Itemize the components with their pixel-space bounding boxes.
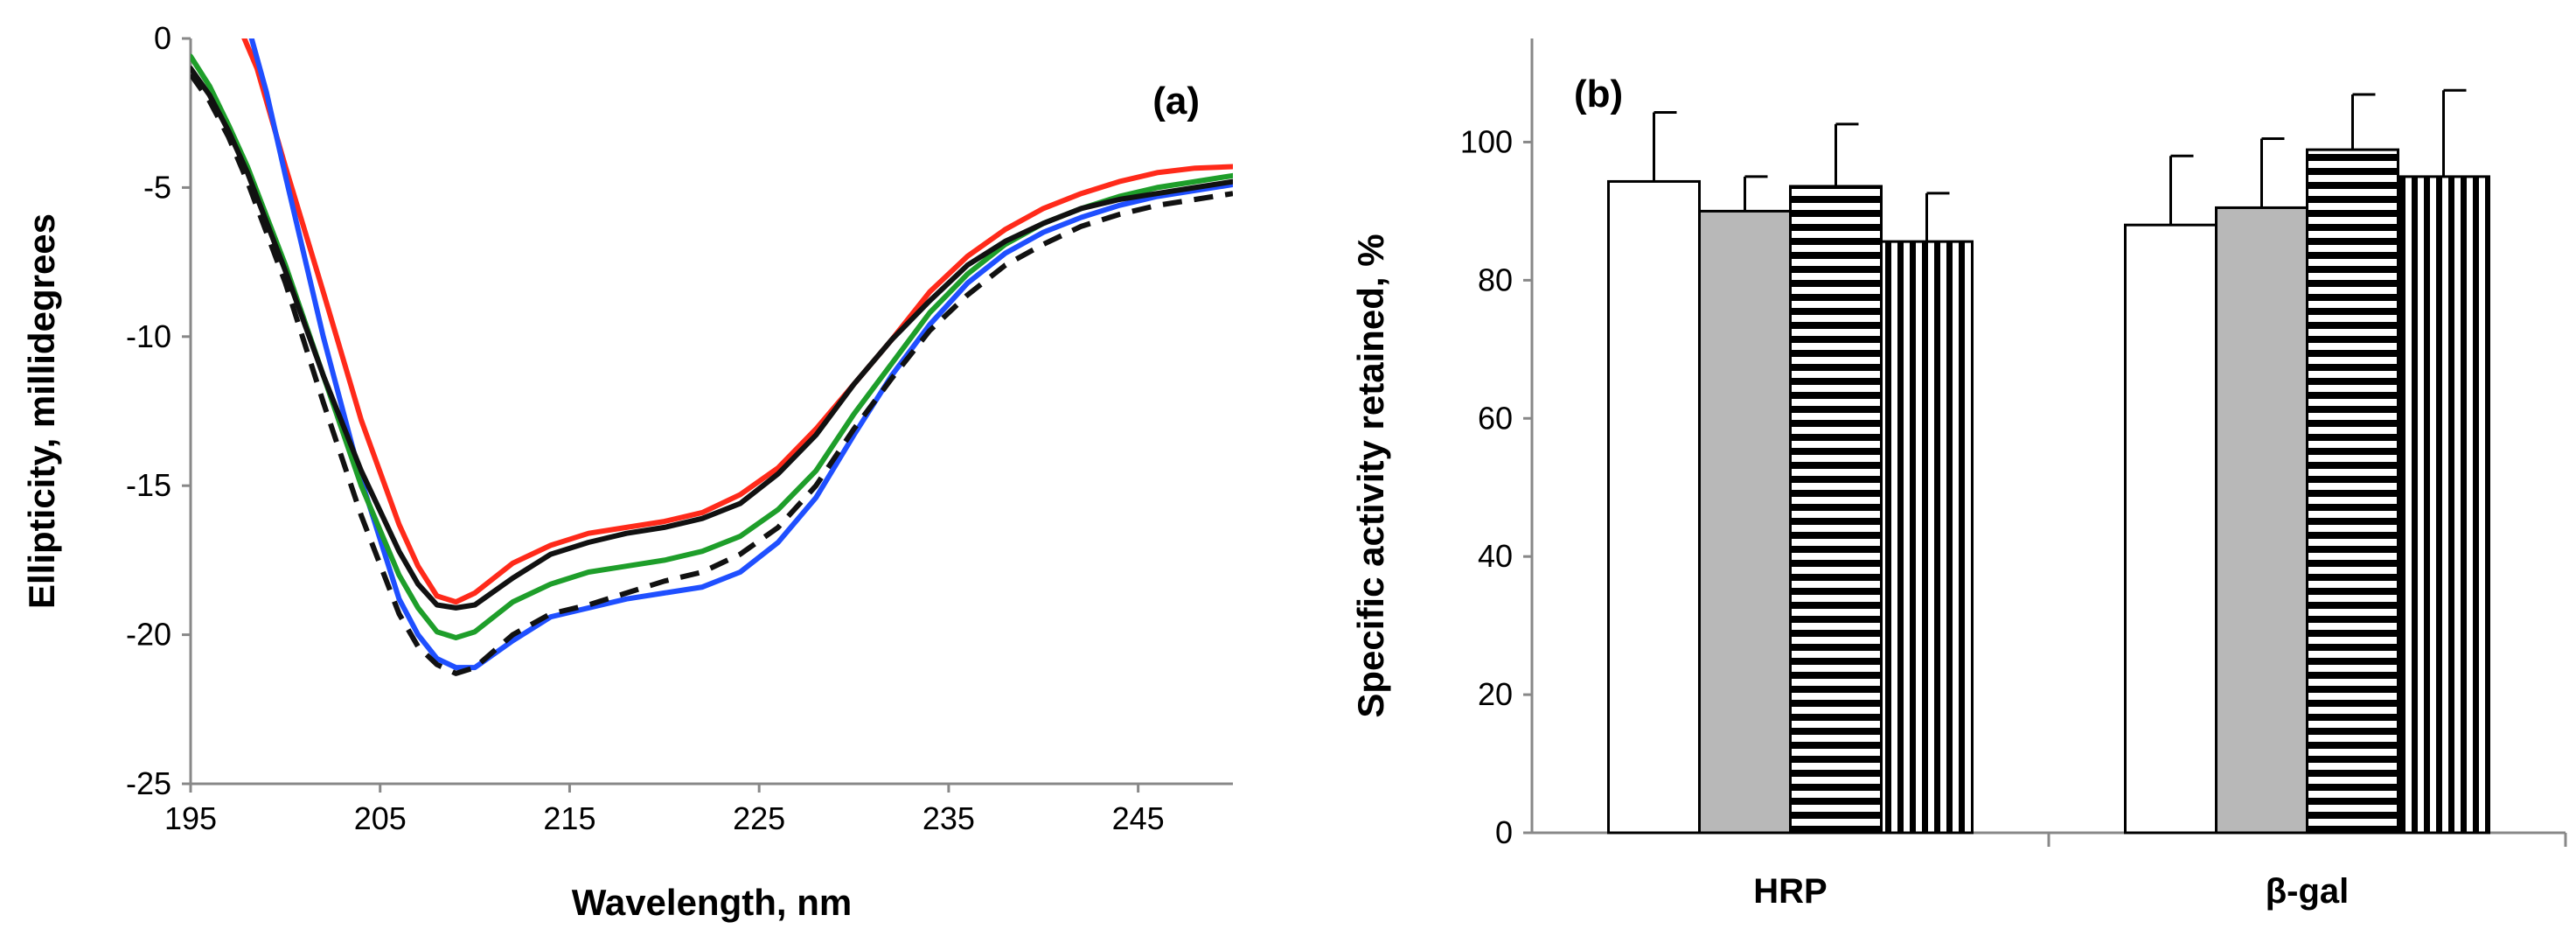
- bar-hrp-white: [1607, 179, 1701, 835]
- panel-b-bar-chart: 0 20 40 60 80 100 HRP β-gal (b) Specific activ…: [1350, 38, 2567, 911]
- bar-hrp-horizontal-stripes: [1789, 185, 1883, 835]
- category-label-hrp: HRP: [1753, 872, 1827, 911]
- panel-a-x-tick-label: 215: [543, 800, 595, 836]
- panel-a-x-ticks: 195 205 215 225 235 245: [164, 784, 1165, 836]
- panel-a-x-tick-label: 205: [354, 800, 407, 836]
- panel-b-y-ticks: 0 20 40 60 80 100: [1460, 123, 1532, 850]
- bar-gal-white: [2124, 223, 2217, 835]
- panel-a-axes: [189, 38, 1233, 786]
- panel-b-label: (b): [1574, 73, 1623, 115]
- panel-a-y-tick-label: -25: [126, 765, 171, 801]
- bar-gal-horizontal-stripes: [2306, 148, 2399, 835]
- bar-gal-grey: [2215, 206, 2308, 835]
- panel-a-x-tick-label: 225: [733, 800, 785, 836]
- panel-a-x-tick-label: 195: [164, 800, 217, 836]
- bar-hrp-grey: [1698, 209, 1792, 835]
- series-line-green: [191, 53, 1233, 640]
- panel-a-x-tick-label: 235: [922, 800, 975, 836]
- panel-a-x-tick-label: 245: [1112, 800, 1165, 836]
- panel-a-y-ticks: 0 -5 -10 -15 -20 -25: [126, 20, 191, 801]
- category-label-gal: β-gal: [2266, 872, 2350, 911]
- panel-a-y-axis-title: Ellipticity, millidegrees: [21, 213, 62, 609]
- panel-a-line-chart: 0 -5 -10 -15 -20 -25 195 205 215 225 235 245 (a) W…: [21, 20, 1233, 923]
- panel-a-label: (a): [1152, 80, 1200, 122]
- panel-a-y-tick-label: 0: [154, 20, 171, 56]
- panel-b-y-axis-title: Specific activity retained, %: [1350, 234, 1391, 717]
- panel-b-y-tick-label: 0: [1495, 814, 1513, 850]
- panel-a-y-tick-label: -15: [126, 467, 171, 503]
- panel-b-y-tick-label: 20: [1478, 676, 1513, 712]
- panel-a-y-tick-label: -10: [126, 318, 171, 354]
- panel-b-y-tick-label: 60: [1478, 400, 1513, 436]
- series-line-black: [191, 66, 1233, 611]
- panel-b-categories: HRP β-gal: [1753, 872, 2349, 911]
- series-line-red: [241, 38, 1233, 605]
- panel-b-bars: [1607, 88, 2490, 835]
- panel-a-y-tick-label: -20: [126, 617, 171, 653]
- panel-b-y-tick-label: 80: [1478, 262, 1513, 297]
- panel-a-series: [191, 38, 1233, 676]
- panel-b-y-tick-label: 100: [1460, 123, 1513, 159]
- bar-hrp-vertical-stripes: [1880, 240, 1974, 835]
- panel-b-y-tick-label: 40: [1478, 538, 1513, 574]
- panel-a-x-axis-title: Wavelength, nm: [572, 882, 852, 923]
- bar-gal-vertical-stripes: [2397, 175, 2490, 835]
- series-line-blue: [248, 38, 1233, 671]
- panel-a-y-tick-label: -5: [143, 169, 171, 205]
